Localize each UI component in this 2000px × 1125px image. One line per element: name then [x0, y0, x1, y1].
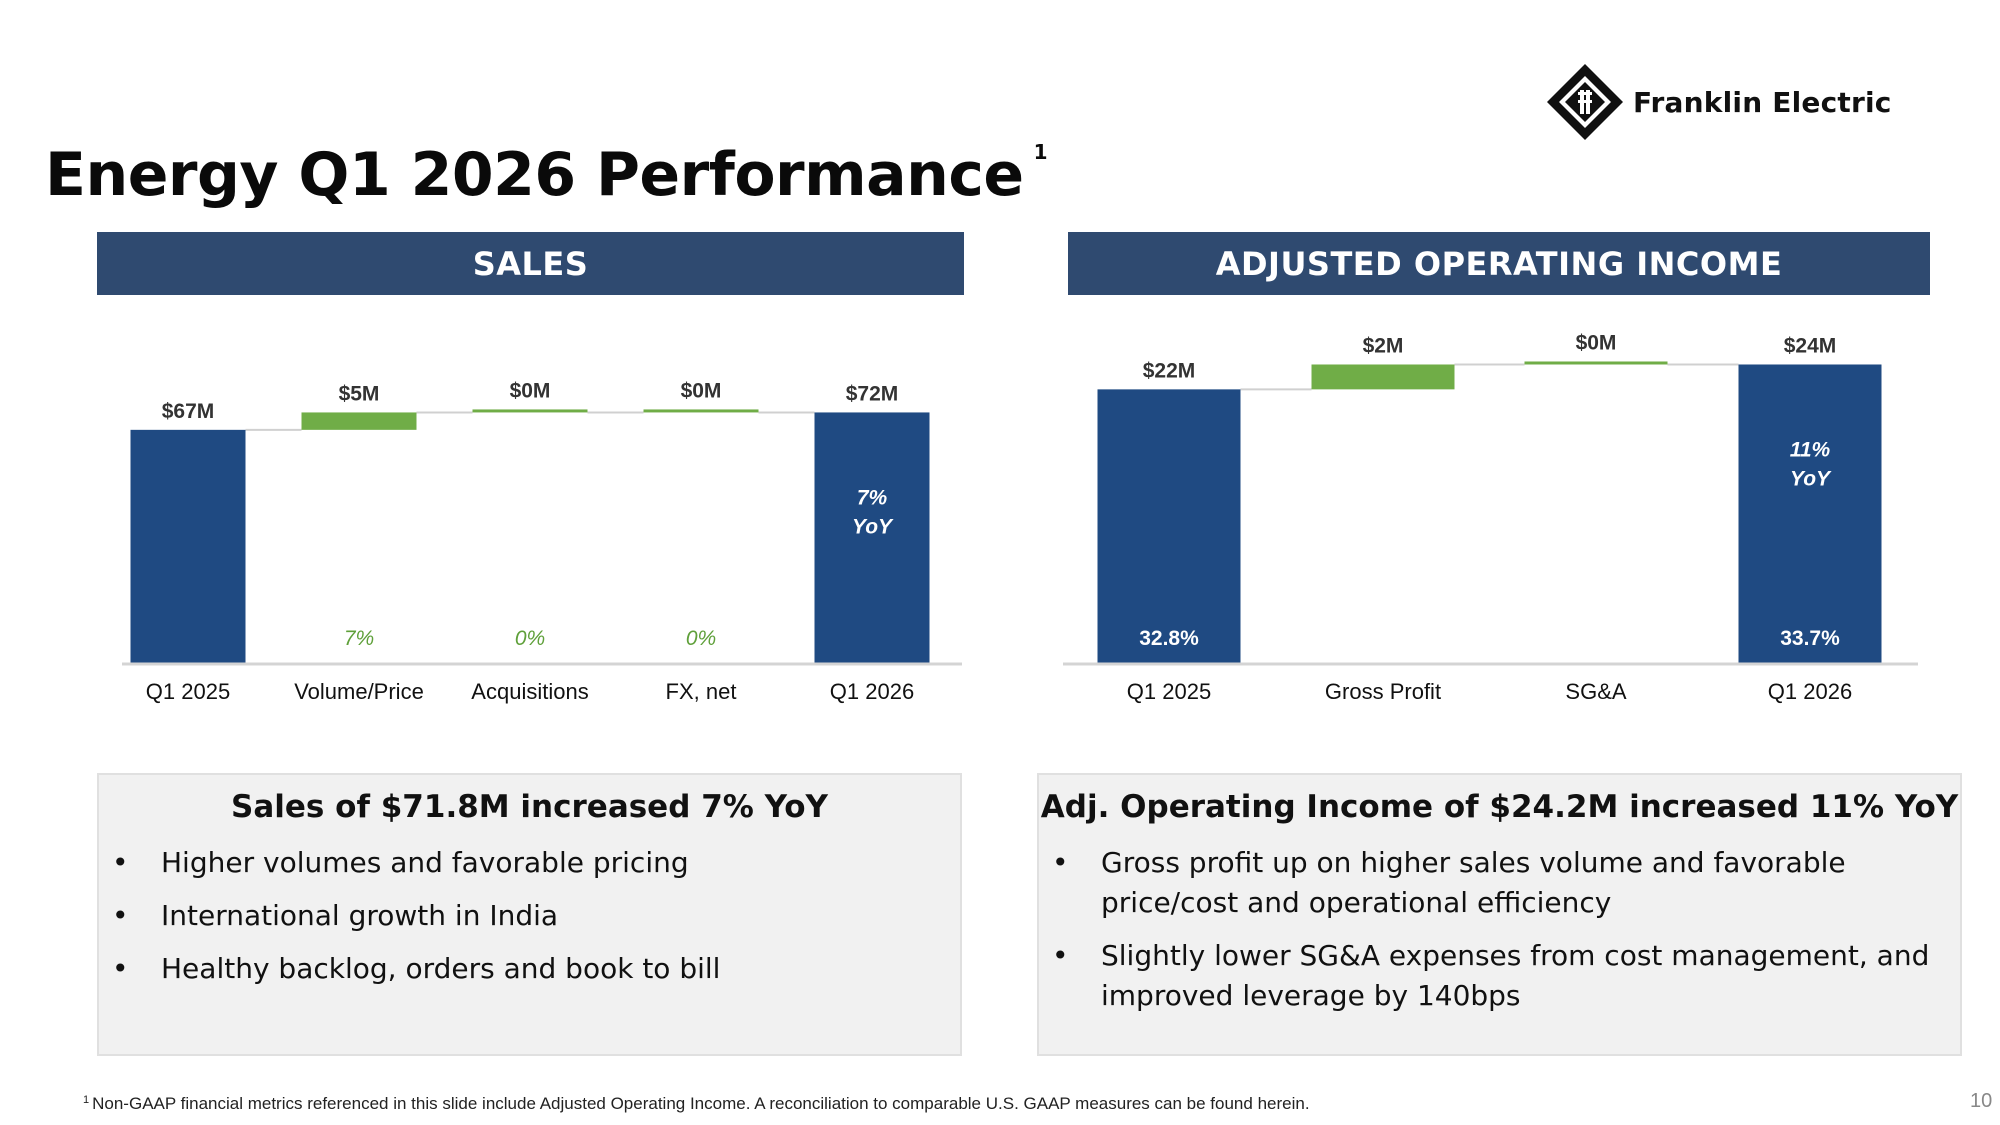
- margin-label: 33.7%: [1780, 627, 1840, 650]
- data-label: $0M: [1576, 331, 1617, 354]
- data-label: $22M: [1143, 359, 1196, 382]
- list-item: • International growth in India: [99, 896, 960, 936]
- tick-label: Q1 2026: [830, 679, 914, 704]
- data-label: $24M: [1784, 334, 1837, 357]
- bullet-text: Healthy backlog, orders and book to bill: [161, 952, 721, 985]
- bullet-text: Gross profit up on higher sales volume a…: [1101, 846, 1846, 919]
- title-footnote-marker: 1: [1033, 140, 1048, 164]
- bar: [1524, 361, 1668, 365]
- bullet-icon: •: [1052, 846, 1069, 879]
- bullet-icon: •: [112, 846, 129, 879]
- bullet-icon: •: [112, 899, 129, 932]
- waterfall-charts: $67M Q1 2025 $5M Volume/Price 7% $0M Acquisiti…: [122, 331, 1918, 704]
- data-label: $72M: [846, 382, 899, 405]
- bar: [472, 409, 588, 413]
- franklin-electric-logo: Franklin Electric: [1545, 62, 1892, 142]
- data-label: $5M: [339, 382, 380, 405]
- sales-header: SALES: [97, 232, 964, 295]
- bullet-icon: •: [1052, 939, 1069, 972]
- tick-label: Q1 2025: [1127, 679, 1211, 704]
- tick-label: SG&A: [1565, 679, 1626, 704]
- yoy-label: YoY: [852, 515, 894, 538]
- list-item: • Slightly lower SG&A expenses from cost …: [1039, 936, 1960, 1016]
- bar: [1097, 389, 1241, 663]
- bar: [301, 412, 417, 430]
- logo-text: Franklin Electric: [1633, 85, 1892, 119]
- bar: [1311, 364, 1455, 390]
- page-number: 10: [1970, 1090, 1993, 1112]
- list-item: • Gross profit up on higher sales volume …: [1039, 843, 1960, 923]
- tick-label: Volume/Price: [294, 679, 424, 704]
- tick-label: Acquisitions: [471, 679, 588, 704]
- yoy-label: YoY: [1790, 467, 1832, 490]
- percent-label: 0%: [686, 627, 716, 650]
- yoy-label: 7%: [857, 486, 888, 509]
- margin-label: 32.8%: [1139, 627, 1199, 650]
- bar: [814, 412, 930, 663]
- adjusted-operating-income-header: ADJUSTED OPERATING INCOME: [1068, 232, 1930, 295]
- bullet-icon: •: [112, 952, 129, 985]
- percent-label: 7%: [344, 627, 374, 650]
- operating-income-summary-heading: Adj. Operating Income of $24.2M increase…: [1040, 789, 1959, 825]
- percent-label: 0%: [515, 627, 545, 650]
- data-label: $2M: [1363, 334, 1404, 357]
- page-title: Energy Q1 2026 Performance 1: [45, 140, 1048, 210]
- data-label: $67M: [162, 400, 215, 423]
- bar: [130, 429, 246, 663]
- bar: [643, 409, 759, 413]
- footnote-text: Non-GAAP financial metrics referenced in…: [92, 1094, 1310, 1113]
- franklin-electric-diamond-icon: [1547, 64, 1623, 140]
- sales-summary-list: • Higher volumes and favorable pricing • I…: [99, 843, 960, 989]
- footnote: 1 Non-GAAP financial metrics referenced i…: [83, 1094, 1310, 1114]
- bar: [1738, 364, 1882, 663]
- bullet-text: International growth in India: [161, 899, 559, 932]
- sales-waterfall-chart: $67M Q1 2025 $5M Volume/Price 7% $0M Acquisiti…: [122, 379, 962, 704]
- sales-summary-heading: Sales of $71.8M increased 7% YoY: [231, 789, 828, 825]
- list-item: • Healthy backlog, orders and book to bil…: [99, 949, 960, 989]
- sales-summary-box: Sales of $71.8M increased 7% YoY • Higher…: [97, 773, 962, 1056]
- data-label: $0M: [681, 379, 722, 402]
- page-title-text: Energy Q1 2026 Performance: [45, 140, 1024, 210]
- tick-label: Q1 2025: [146, 679, 230, 704]
- bullet-text: Higher volumes and favorable pricing: [161, 846, 689, 879]
- footnote-marker: 1: [83, 1094, 90, 1106]
- operating-income-summary-box: Adj. Operating Income of $24.2M increase…: [1037, 773, 1962, 1056]
- tick-label: Q1 2026: [1768, 679, 1852, 704]
- bullet-text: Slightly lower SG&A expenses from cost m…: [1101, 939, 1930, 1012]
- tick-label: Gross Profit: [1325, 679, 1441, 704]
- tick-label: FX, net: [666, 679, 737, 704]
- data-label: $0M: [510, 379, 551, 402]
- operating-income-waterfall-chart: $22M Q1 2025 32.8% $2M Gross Profit $0M SG&A $2…: [1063, 331, 1918, 704]
- list-item: • Higher volumes and favorable pricing: [99, 843, 960, 883]
- yoy-label: 11%: [1790, 438, 1831, 461]
- operating-income-summary-list: • Gross profit up on higher sales volume …: [1039, 843, 1960, 1016]
